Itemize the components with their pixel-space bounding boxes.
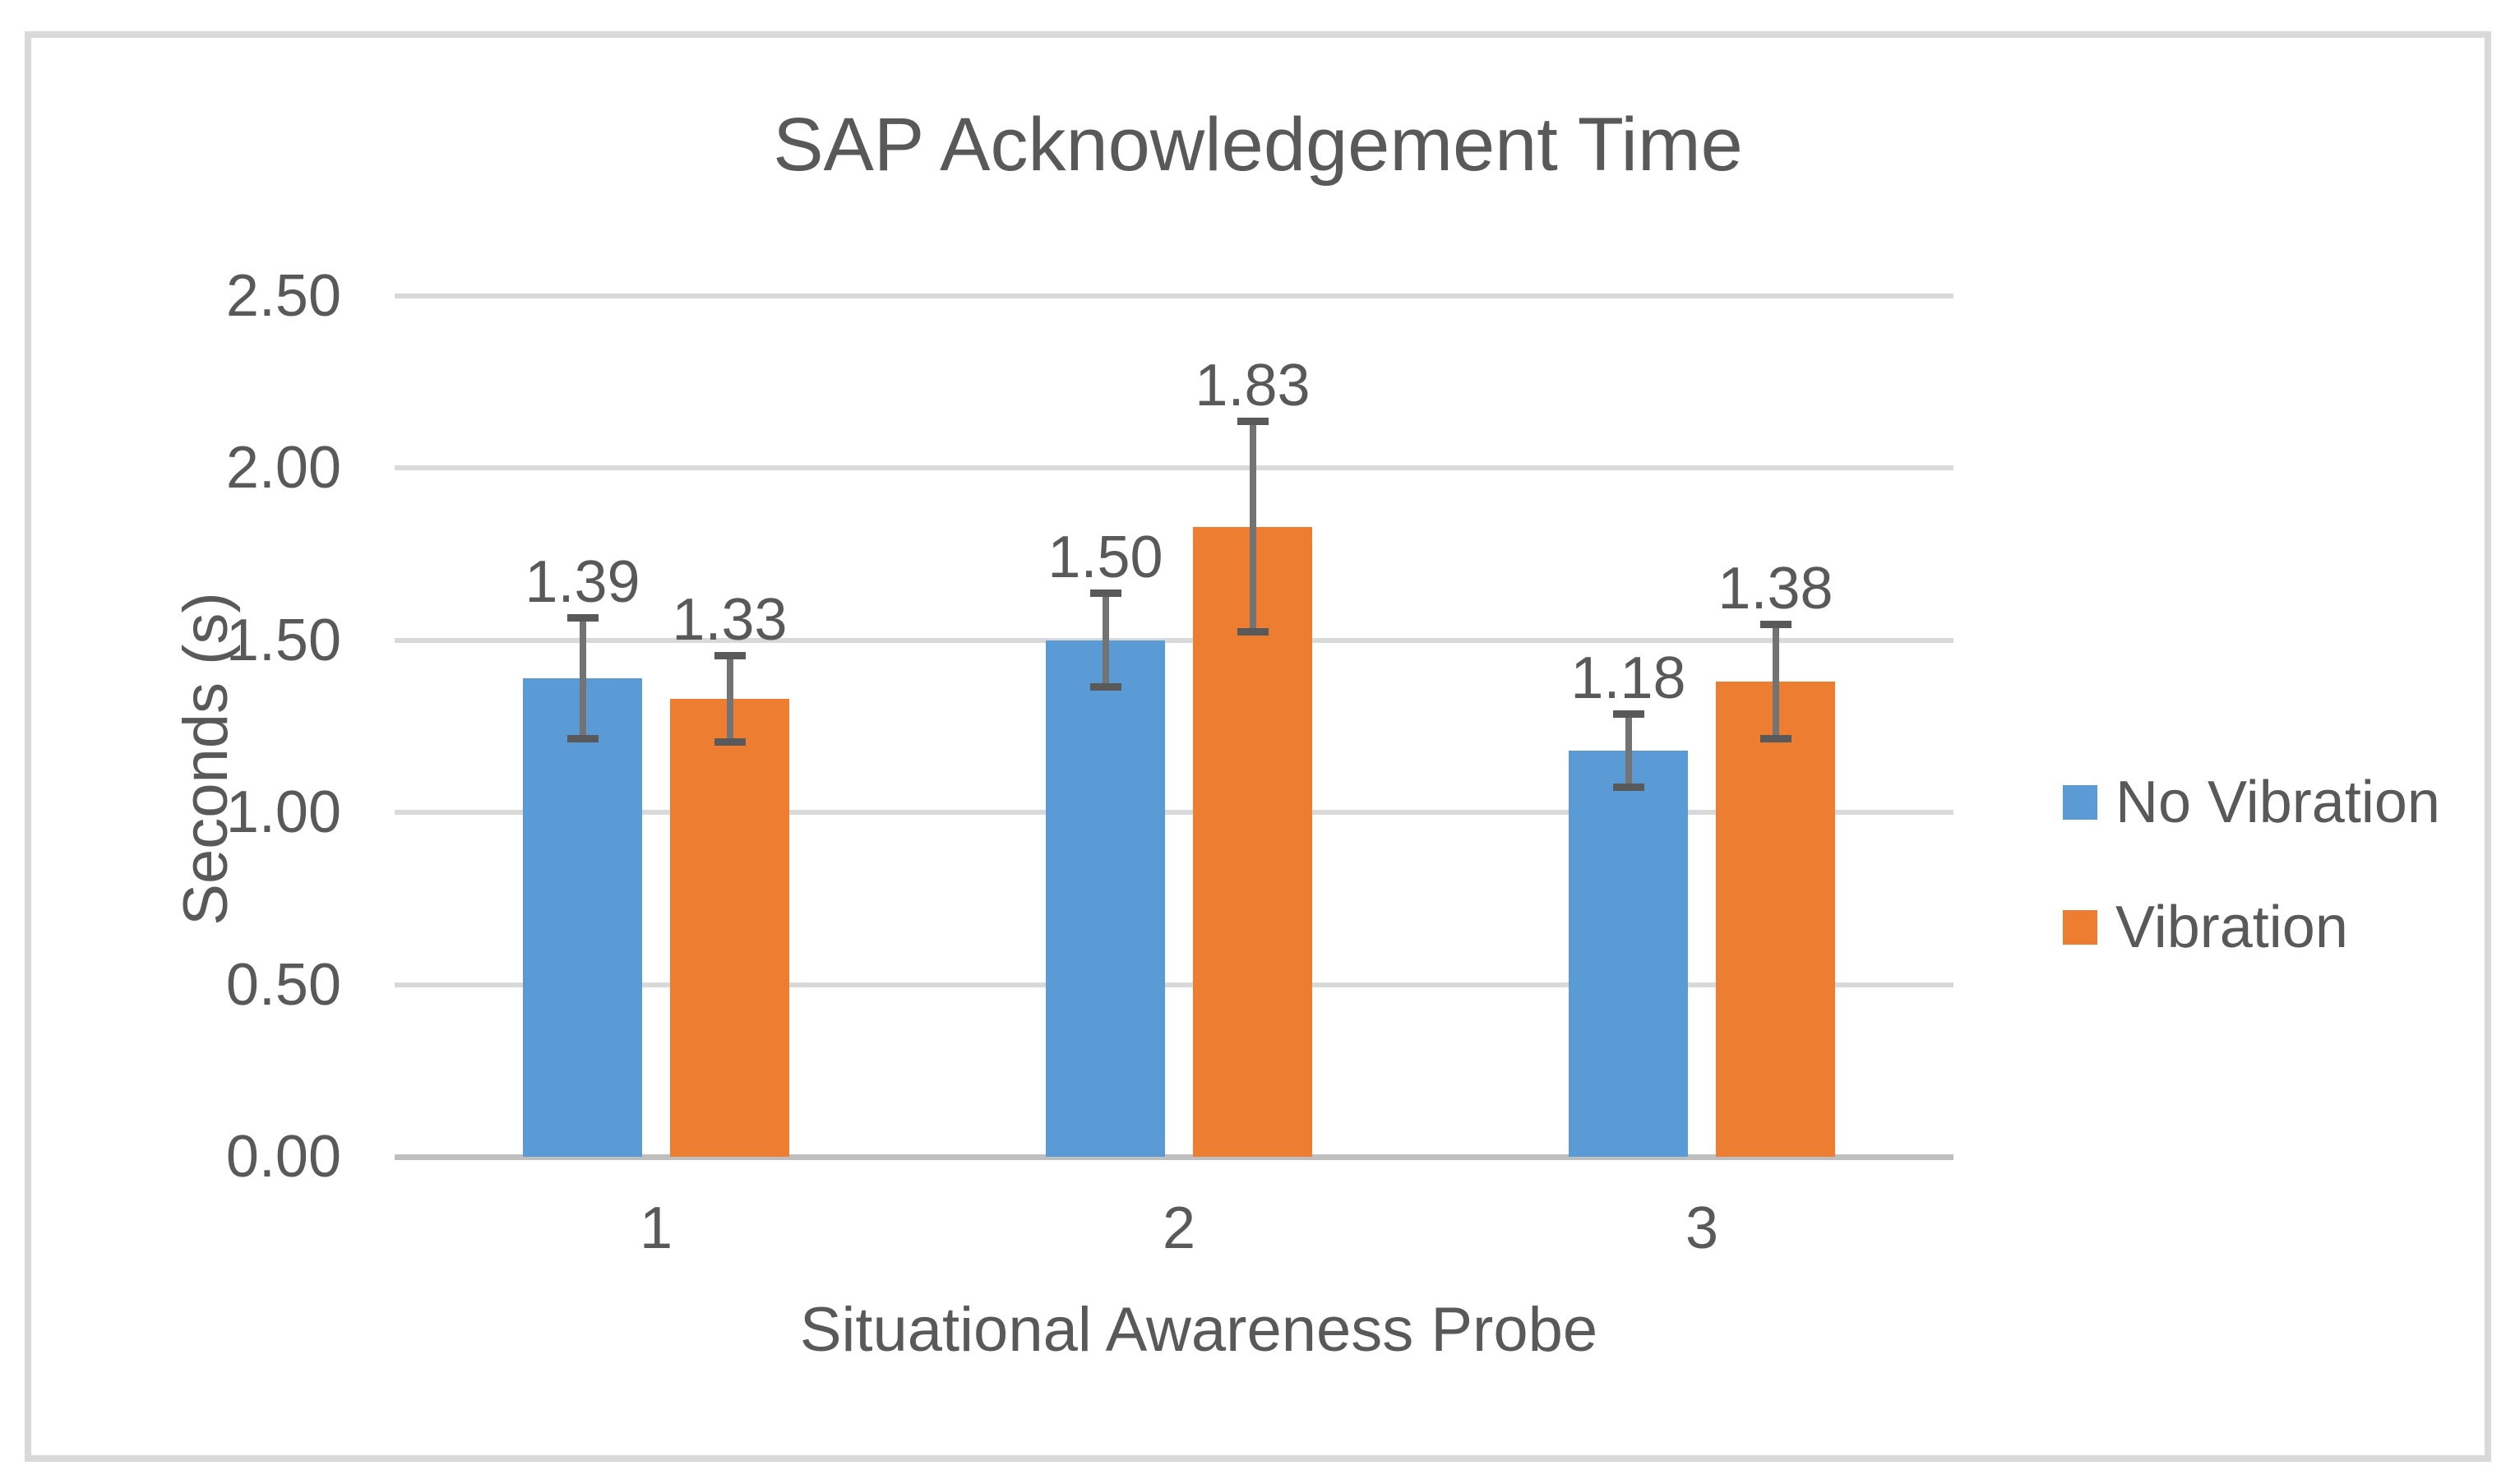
x-axis-category-3: 3: [1685, 1195, 1719, 1261]
bar-no-vibration-1: [523, 677, 642, 1157]
x-axis-line: [395, 1154, 1953, 1160]
error-bar: [1102, 595, 1109, 686]
legend-item-no-vibration[interactable]: No Vibration: [2063, 771, 2440, 834]
data-label: 1.18: [1570, 645, 1686, 711]
y-axis-tick-label: 1.50: [225, 607, 341, 673]
error-bar: [1625, 715, 1632, 785]
data-label: 1.38: [1718, 556, 1833, 622]
y-axis-tick-label: 2.50: [225, 263, 341, 329]
legend-swatch: [2063, 785, 2097, 820]
plot-area: 0.00 0.50 1.00 1.50 2.00 2.50 1.39 1.50 1.18 1.33…: [31, 38, 2485, 1455]
gridline: [395, 982, 1953, 987]
bar-no-vibration-2: [1046, 640, 1165, 1157]
chart-title: SAP Acknowledgement Time: [773, 103, 1743, 187]
legend-item-vibration[interactable]: Vibration: [2063, 896, 2348, 959]
data-label: 1.33: [672, 586, 788, 653]
error-bar: [726, 657, 733, 741]
bar-vibration-1: [670, 698, 789, 1157]
error-bar: [1249, 423, 1256, 631]
gridline: [395, 465, 1953, 471]
error-bar-cap-top: [1089, 589, 1121, 598]
gridline: [395, 810, 1953, 816]
bar-vibration-3: [1716, 682, 1835, 1157]
x-axis-category-2: 2: [1162, 1195, 1196, 1261]
error-bar-cap-bottom: [1089, 683, 1121, 691]
legend-label: No Vibration: [2115, 770, 2440, 835]
error-bar-cap-top: [714, 651, 746, 659]
error-bar-cap-top: [1759, 621, 1791, 629]
legend-label: Vibration: [2115, 895, 2348, 960]
gridline: [395, 637, 1953, 643]
error-bar-cap-top: [1237, 417, 1269, 425]
error-bar-cap-bottom: [714, 738, 746, 747]
y-axis-tick-label: 1.00: [225, 779, 341, 846]
error-bar: [579, 619, 586, 737]
error-bar-cap-bottom: [1612, 783, 1644, 791]
data-label: 1.50: [1047, 525, 1163, 591]
x-axis-category-1: 1: [639, 1195, 673, 1261]
error-bar-cap-bottom: [1237, 628, 1269, 636]
y-axis-tick-label: 2.00: [225, 435, 341, 502]
data-label: 1.83: [1195, 352, 1311, 418]
x-axis-title: Situational Awareness Probe: [799, 1295, 1598, 1365]
y-axis-tick-label: 0.50: [225, 951, 341, 1018]
error-bar: [1772, 626, 1779, 737]
legend-swatch: [2063, 910, 2097, 945]
chart-area[interactable]: SAP Acknowledgement Time 0.00 0.50 1.00 1.5…: [25, 31, 2491, 1462]
data-label: 1.39: [525, 548, 640, 615]
gridline: [395, 294, 1953, 298]
error-bar-cap-bottom: [566, 735, 599, 743]
bar-no-vibration-3: [1569, 750, 1688, 1157]
error-bar-cap-bottom: [1759, 735, 1791, 743]
error-bar-cap-top: [1612, 710, 1644, 718]
y-axis-tick-label: 0.00: [225, 1124, 341, 1190]
y-axis-title: Seconds (s): [171, 592, 241, 926]
error-bar-cap-top: [566, 613, 599, 622]
